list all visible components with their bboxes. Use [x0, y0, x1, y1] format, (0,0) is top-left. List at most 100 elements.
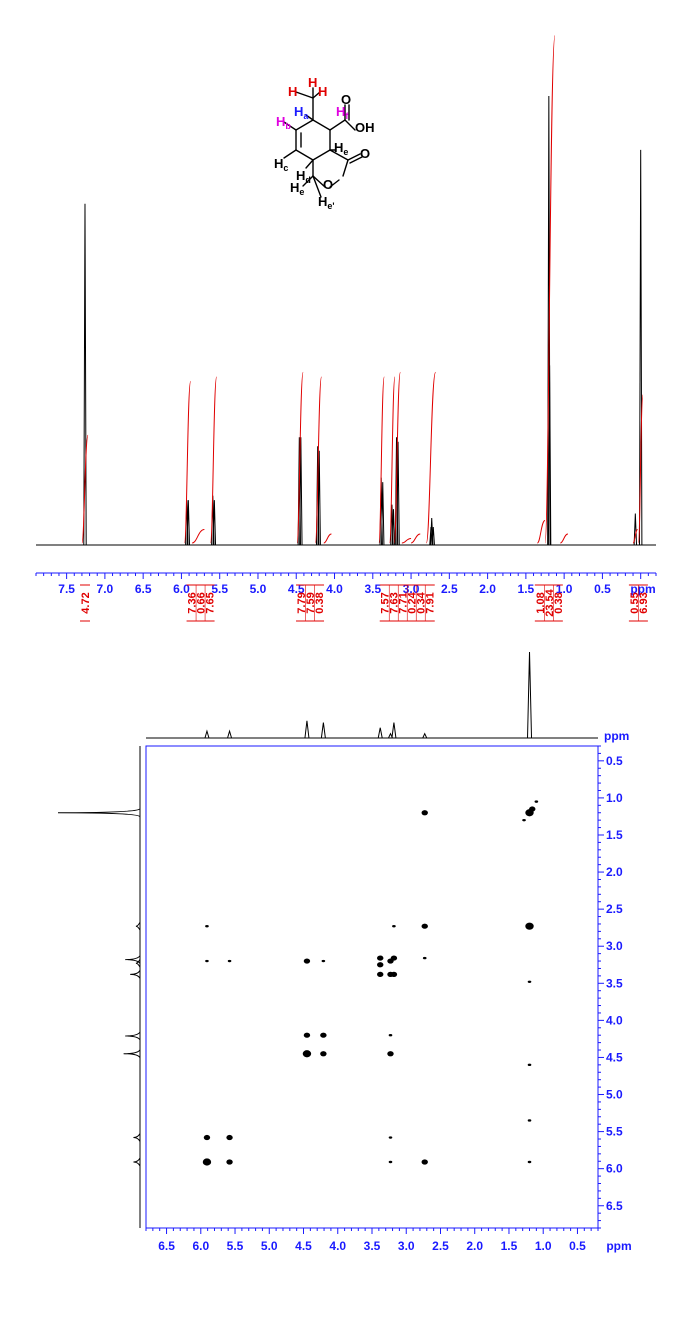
top-projection-peak-8	[527, 651, 533, 739]
cross-peak-20	[390, 971, 398, 977]
cross-peak-27	[387, 1051, 394, 1057]
left-projection-peak-2	[123, 1049, 141, 1059]
atom-label-He3: He'	[318, 194, 335, 211]
integral-15	[560, 533, 569, 544]
atom-label-H-top-left: H	[288, 84, 297, 99]
atom-subscript: e	[343, 147, 348, 157]
cross-peak-11	[303, 958, 311, 964]
left-projection-peak-5	[135, 959, 141, 968]
top-projection-peak-0	[204, 729, 210, 739]
top-projection-peak-4	[377, 727, 383, 739]
x-tick-label-2d: 2.5	[432, 1239, 449, 1253]
atom-label-H-top-right: H	[318, 84, 327, 99]
integral-1	[184, 380, 192, 544]
integral-curves	[81, 35, 644, 544]
x-tick-label-2d: 6.5	[158, 1239, 175, 1253]
peak-10	[381, 482, 385, 546]
integral-13	[536, 520, 546, 544]
integral-4	[296, 371, 304, 544]
top-projection-peak-3	[320, 722, 326, 739]
x-axis-1d: 7.5 7.0 6.5 6.0 5.5 5.0 4.5 4.0 3.5 3.0 2.5 2.0 1.5 1…	[35, 572, 657, 596]
cross-peak-32	[388, 1136, 393, 1139]
integral-5	[314, 376, 322, 544]
cross-peak-10	[227, 959, 232, 963]
integral-label-group: 7.360.667.65	[186, 584, 217, 622]
left-projection-peak-8	[57, 808, 141, 818]
cross-peak-25	[302, 1050, 312, 1058]
left-projection-peak-7	[135, 921, 141, 931]
1d-spectrum: 7.5 7.0 6.5 6.0 5.5 5.0 4.5 4.0 3.5 3.0 2.5 2.0 1.5 1…	[35, 35, 657, 622]
x-tick-label-2d: 5.5	[227, 1239, 244, 1253]
peak-6	[299, 437, 303, 546]
x-tick-label-1d: 7.5	[58, 582, 75, 596]
y-tick-label-2d: 5.5	[606, 1125, 623, 1139]
atom-label-H-top: H	[308, 75, 317, 90]
atom-subscript: f	[345, 111, 349, 121]
x-tick-label-2d: 2.0	[466, 1239, 483, 1253]
integral-value-label: 7.36	[187, 592, 199, 613]
atom-subscript: a	[303, 111, 309, 121]
cross-peak-18	[377, 971, 384, 977]
cross-peak-37	[527, 1160, 532, 1164]
cross-peak-23	[320, 1032, 327, 1038]
peak-12	[391, 509, 396, 546]
cross-peak-6	[392, 924, 396, 928]
peak-14	[396, 441, 400, 546]
integral-value-label: 1.08	[535, 592, 547, 613]
peak-17	[431, 527, 435, 546]
x-tick-label-1d: 6.0	[173, 582, 190, 596]
left-projection-peak-6	[125, 955, 141, 964]
atom-label-Hb: Hb	[276, 114, 291, 131]
peak-4	[212, 500, 217, 546]
y-tick-label-2d: 3.0	[606, 939, 623, 953]
integral-value-label: 7.79	[296, 592, 308, 613]
y-tick-label-2d: 6.0	[606, 1162, 623, 1176]
y-tick-label-2d: 1.5	[606, 828, 623, 842]
integral-6	[323, 533, 332, 544]
atom-label-O-lactone-carbonyl: O	[360, 146, 370, 161]
integral-8	[389, 376, 396, 544]
integral-9	[393, 371, 401, 544]
x-tick-label-2d: 5.0	[261, 1239, 278, 1253]
y-tick-label-2d: 6.5	[606, 1199, 623, 1213]
integral-value-label: 7.71	[398, 592, 410, 613]
x-tick-label-1d: 1.5	[518, 582, 535, 596]
atom-label-He1: He	[334, 140, 348, 157]
integral-value-label: 6.93	[638, 592, 650, 613]
atom-label-Ha: Ha	[294, 104, 309, 121]
integral-2	[191, 529, 205, 544]
integral-7	[378, 376, 385, 544]
atom-label-O-acid: O	[341, 92, 351, 107]
integral-0	[81, 434, 89, 544]
x-tick-label-1d: 3.5	[364, 582, 381, 596]
peak-0	[83, 203, 87, 546]
integral-label-group: 4.72	[79, 584, 92, 622]
cross-peak-36	[421, 1159, 428, 1165]
cross-peak-21	[527, 980, 532, 984]
spectrum-peaks	[83, 95, 643, 546]
cross-peak-28	[527, 1063, 532, 1067]
atom-label-OH: OH	[355, 120, 375, 135]
y-tick-label-2d: 5.0	[606, 1088, 623, 1102]
integral-value-label: 0.34	[416, 591, 428, 613]
top-projection: ppm	[146, 651, 629, 743]
top-projection-peak-1	[227, 729, 233, 739]
x-tick-label-2d: 3.5	[364, 1239, 381, 1253]
integral-17	[637, 394, 644, 544]
cross-peak-34	[226, 1159, 233, 1165]
peak-2	[186, 500, 191, 546]
integral-label-group: 0.556.93	[628, 584, 650, 622]
integral-value-label: 0.66	[196, 592, 208, 613]
cross-peak-12	[321, 959, 326, 963]
cross-peak-26	[320, 1051, 327, 1057]
atom-subscript: c	[283, 163, 288, 173]
cross-peak-30	[203, 1134, 211, 1141]
x-tick-label-1d: 5.5	[211, 582, 228, 596]
left-projection-peak-1	[133, 1133, 141, 1142]
integral-value-label: 7.59	[305, 592, 317, 613]
x-tick-label-1d: 2.0	[479, 582, 496, 596]
integral-value-label: 0.55	[629, 592, 641, 613]
